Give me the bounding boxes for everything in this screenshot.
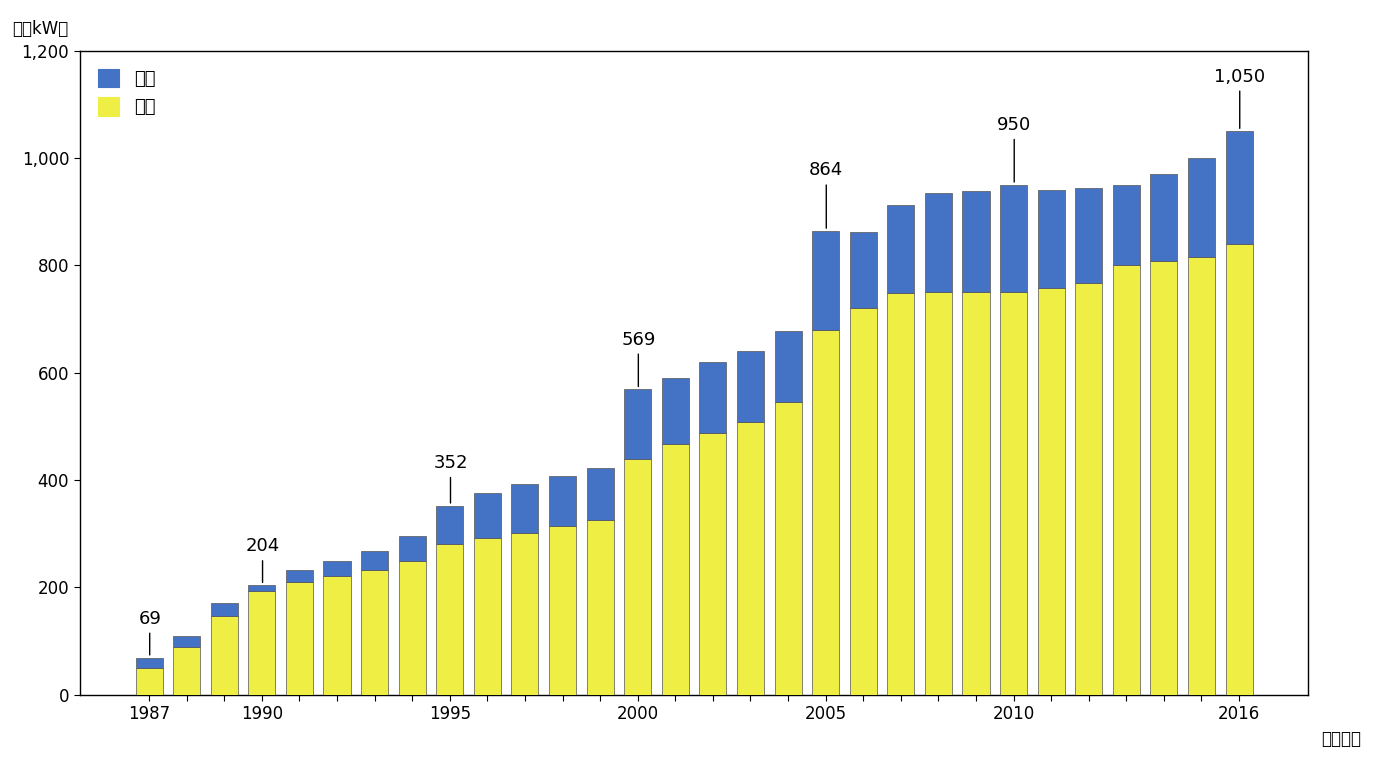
- Bar: [473, 493, 501, 538]
- Bar: [737, 422, 765, 695]
- Text: 1,050: 1,050: [1214, 67, 1265, 129]
- Bar: [549, 525, 575, 695]
- Bar: [1112, 265, 1140, 695]
- Text: 864: 864: [809, 162, 843, 228]
- Bar: [135, 658, 163, 668]
- Bar: [211, 604, 237, 616]
- Bar: [700, 362, 726, 433]
- Bar: [172, 636, 200, 647]
- Bar: [286, 582, 313, 695]
- Bar: [1038, 288, 1065, 695]
- Bar: [512, 532, 538, 695]
- Bar: [436, 545, 464, 695]
- Bar: [1151, 174, 1177, 261]
- Bar: [248, 591, 276, 695]
- Bar: [248, 585, 276, 591]
- Bar: [1038, 190, 1065, 288]
- Text: 352: 352: [433, 454, 468, 503]
- Bar: [925, 193, 952, 292]
- Bar: [1075, 283, 1103, 695]
- Bar: [211, 616, 237, 695]
- Text: 569: 569: [621, 330, 656, 387]
- Bar: [135, 668, 163, 695]
- Bar: [473, 538, 501, 695]
- Bar: [662, 444, 689, 695]
- Legend: 民生, 産業: 民生, 産業: [88, 60, 164, 126]
- Bar: [700, 433, 726, 695]
- Bar: [962, 192, 989, 292]
- Bar: [323, 561, 351, 575]
- Bar: [1112, 185, 1140, 265]
- Bar: [362, 552, 388, 570]
- Bar: [1075, 188, 1103, 283]
- Bar: [1000, 185, 1027, 292]
- Bar: [774, 332, 802, 402]
- Bar: [1151, 261, 1177, 695]
- Bar: [399, 536, 425, 561]
- Bar: [172, 647, 200, 695]
- Bar: [811, 231, 839, 329]
- Bar: [1225, 131, 1253, 244]
- Bar: [586, 520, 614, 695]
- Bar: [436, 506, 464, 545]
- Bar: [286, 570, 313, 582]
- Bar: [362, 570, 388, 695]
- Bar: [1000, 292, 1027, 695]
- Bar: [925, 292, 952, 695]
- Bar: [624, 459, 651, 695]
- Bar: [586, 468, 614, 520]
- Bar: [850, 308, 876, 695]
- Bar: [549, 476, 575, 525]
- Bar: [624, 389, 651, 459]
- Bar: [1188, 158, 1214, 257]
- Bar: [512, 484, 538, 532]
- Text: 204: 204: [246, 537, 280, 582]
- Bar: [774, 402, 802, 695]
- Bar: [887, 205, 915, 293]
- Bar: [850, 232, 876, 308]
- Bar: [1188, 257, 1214, 695]
- Text: 950: 950: [998, 116, 1031, 182]
- Bar: [811, 329, 839, 695]
- Bar: [962, 292, 989, 695]
- Bar: [1225, 244, 1253, 695]
- Bar: [399, 561, 425, 695]
- Text: （万kW）: （万kW）: [12, 20, 69, 38]
- Bar: [323, 575, 351, 695]
- Text: （年度）: （年度）: [1321, 730, 1361, 748]
- Bar: [737, 351, 765, 422]
- Bar: [887, 293, 915, 695]
- Text: 69: 69: [138, 610, 161, 655]
- Bar: [662, 378, 689, 444]
